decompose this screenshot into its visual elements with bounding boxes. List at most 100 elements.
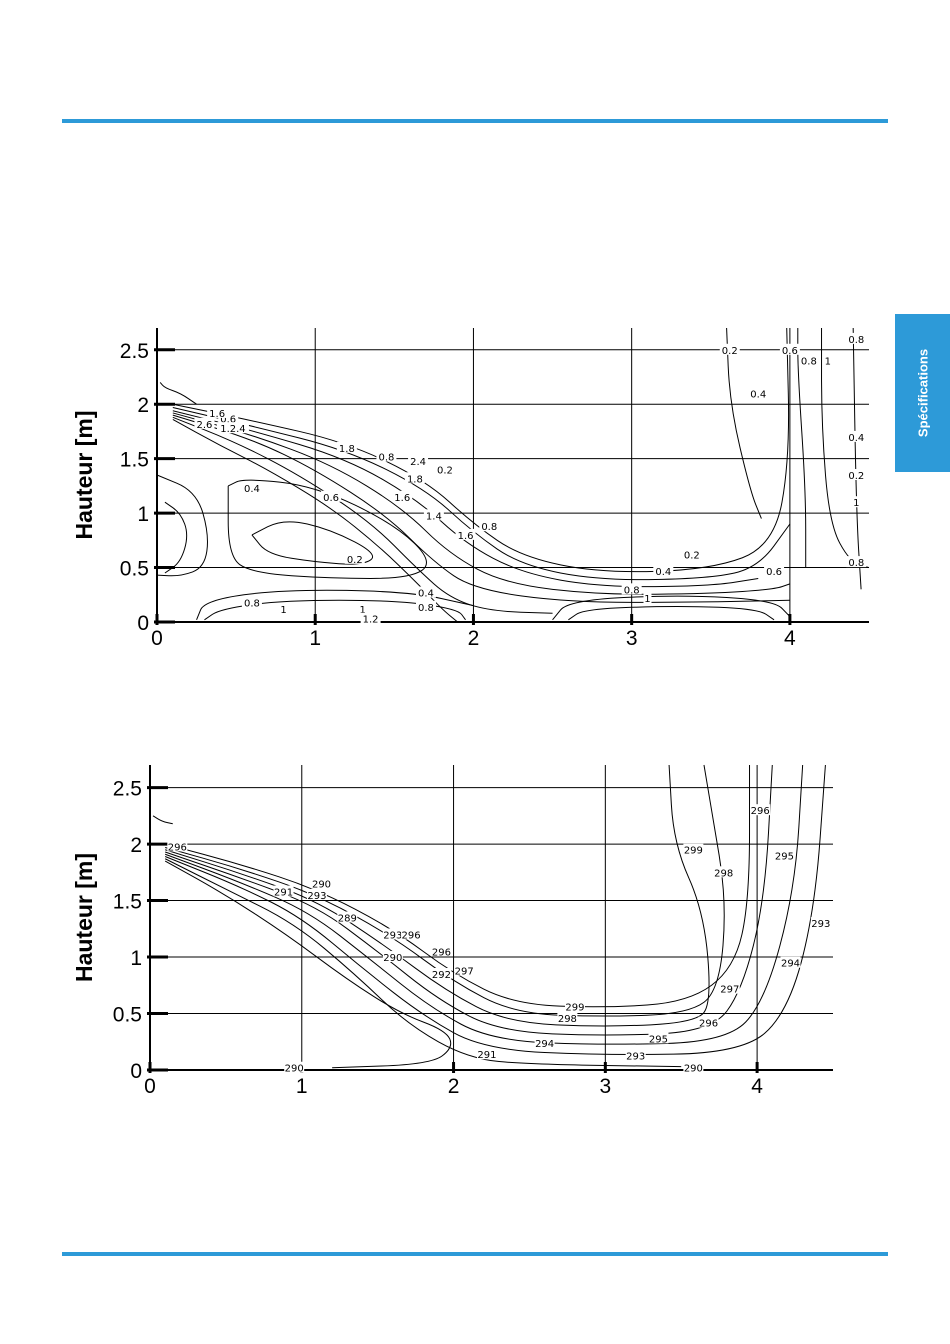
contour-label-bg: [719, 982, 740, 994]
contour-label: 1.4: [426, 511, 442, 522]
contour-label-bg: [167, 840, 188, 852]
contour-label: 1.2.4: [220, 424, 245, 435]
contour-label: 0.2: [722, 346, 738, 357]
contour-label: 2.6: [197, 420, 213, 431]
contour-label: 0.8: [418, 603, 434, 614]
contour-line: [172, 327, 790, 573]
contour-line: [552, 595, 791, 621]
contour-label-bg: [358, 602, 367, 614]
contour-label: 297: [455, 967, 474, 978]
contour-label: 292: [432, 970, 451, 981]
grid-lines: [150, 765, 833, 1070]
x-tick-label: 2: [468, 627, 480, 650]
contour-label: 1.8: [407, 474, 423, 485]
contour-label-bg: [415, 600, 436, 612]
contour-label: 0.6: [782, 346, 798, 357]
y-tick-label: 1.5: [113, 891, 142, 914]
contour-label-bg: [194, 417, 215, 429]
section-tab[interactable]: Spécifications: [895, 314, 950, 472]
contour-label: 0.2: [684, 550, 700, 561]
contour-label-bg: [241, 482, 262, 494]
contour-label-bg: [392, 490, 413, 502]
x-tick-label: 4: [784, 627, 796, 650]
y-tick-label: 1.5: [120, 449, 149, 472]
contour-label-bg: [681, 548, 702, 560]
contour-label-bg: [846, 469, 867, 480]
contour-label: 298: [714, 868, 733, 879]
contour-label-bg: [846, 430, 867, 442]
contour-label-bg: [241, 596, 262, 608]
contour-label: 298: [558, 1014, 577, 1025]
contour-label: 299: [565, 1003, 584, 1014]
contour-line: [568, 605, 775, 621]
contour-label: 0.6: [323, 493, 339, 504]
contour-label-bg: [321, 490, 342, 502]
contour-label: 296: [699, 1019, 718, 1030]
contour-label-bg: [779, 343, 800, 355]
grid-lines: [157, 328, 869, 622]
contour-label: 290: [312, 880, 331, 891]
x-tick-label: 1: [296, 1075, 308, 1098]
contour-label: 291: [274, 888, 293, 899]
contour-label: 0.8: [378, 452, 394, 463]
contour-label-bg: [404, 472, 425, 484]
contour-line: [164, 860, 452, 1069]
contour-label-bg: [479, 520, 500, 532]
contour-label: 0.6: [766, 567, 782, 578]
contour-label-bg: [534, 1036, 555, 1048]
contour-label-bg: [852, 496, 861, 508]
contour-label: 293: [383, 930, 402, 941]
contour-label: 1: [644, 594, 650, 605]
contour-label: 291: [477, 1050, 496, 1061]
y-tick-label: 1: [137, 503, 149, 526]
contour-label: 296: [168, 842, 187, 853]
contour-line: [251, 521, 374, 565]
contour-label-bg: [846, 332, 867, 344]
contour-label: 0.4: [244, 484, 260, 495]
contour-line: [164, 764, 826, 1056]
contour-label-bg: [719, 343, 740, 355]
contour-label-bg: [780, 956, 801, 968]
contour-line: [165, 764, 710, 1027]
contour-label-bg: [648, 1032, 669, 1044]
contour-label: 0.4: [418, 589, 434, 600]
contour-label-bg: [306, 888, 327, 900]
y-tick-label: 2.5: [113, 778, 142, 801]
contour-label-bg: [311, 877, 332, 889]
contour-line: [196, 589, 474, 621]
contour-label: 0.2: [848, 471, 864, 482]
contour-line: [227, 479, 427, 579]
contour-label: 0.6: [220, 414, 236, 425]
contour-label: 1.6: [458, 531, 474, 542]
contour-label-bg: [810, 917, 831, 929]
contour-line: [165, 764, 773, 1036]
contour-label-bg: [846, 556, 867, 568]
contour-label-bg: [643, 592, 652, 604]
contour-label: 1: [280, 605, 286, 616]
contour-label-bg: [476, 1048, 497, 1060]
contour-label: 0.8: [848, 558, 864, 569]
contour-label-bg: [382, 928, 403, 940]
contour-label-bg: [218, 412, 239, 424]
contour-label-bg: [279, 602, 288, 614]
contour-label-bg: [382, 951, 403, 963]
contour-label: 295: [649, 1034, 668, 1045]
contour-label-bg: [273, 885, 294, 897]
contour-label: 1.6: [394, 493, 410, 504]
contour-label-bg: [376, 450, 397, 462]
contour-label-bg: [557, 1012, 578, 1024]
y-axis-title: Hauteur [m]: [71, 410, 97, 539]
contour-label-bg: [434, 463, 455, 475]
x-tick-label: 4: [751, 1075, 763, 1098]
contour-label-bg: [713, 866, 734, 878]
x-tick-label: 2: [448, 1075, 460, 1098]
y-tick-label: 1: [130, 947, 142, 970]
contour-label: 0.8: [801, 357, 817, 368]
contour-label: 0.2: [347, 555, 363, 566]
contour-label: 290: [684, 1064, 703, 1075]
contour-label: 297: [720, 985, 739, 996]
contour-label-bg: [284, 1061, 305, 1073]
bottom-rule: [62, 1252, 888, 1256]
x-tick-label: 0: [144, 1075, 156, 1098]
